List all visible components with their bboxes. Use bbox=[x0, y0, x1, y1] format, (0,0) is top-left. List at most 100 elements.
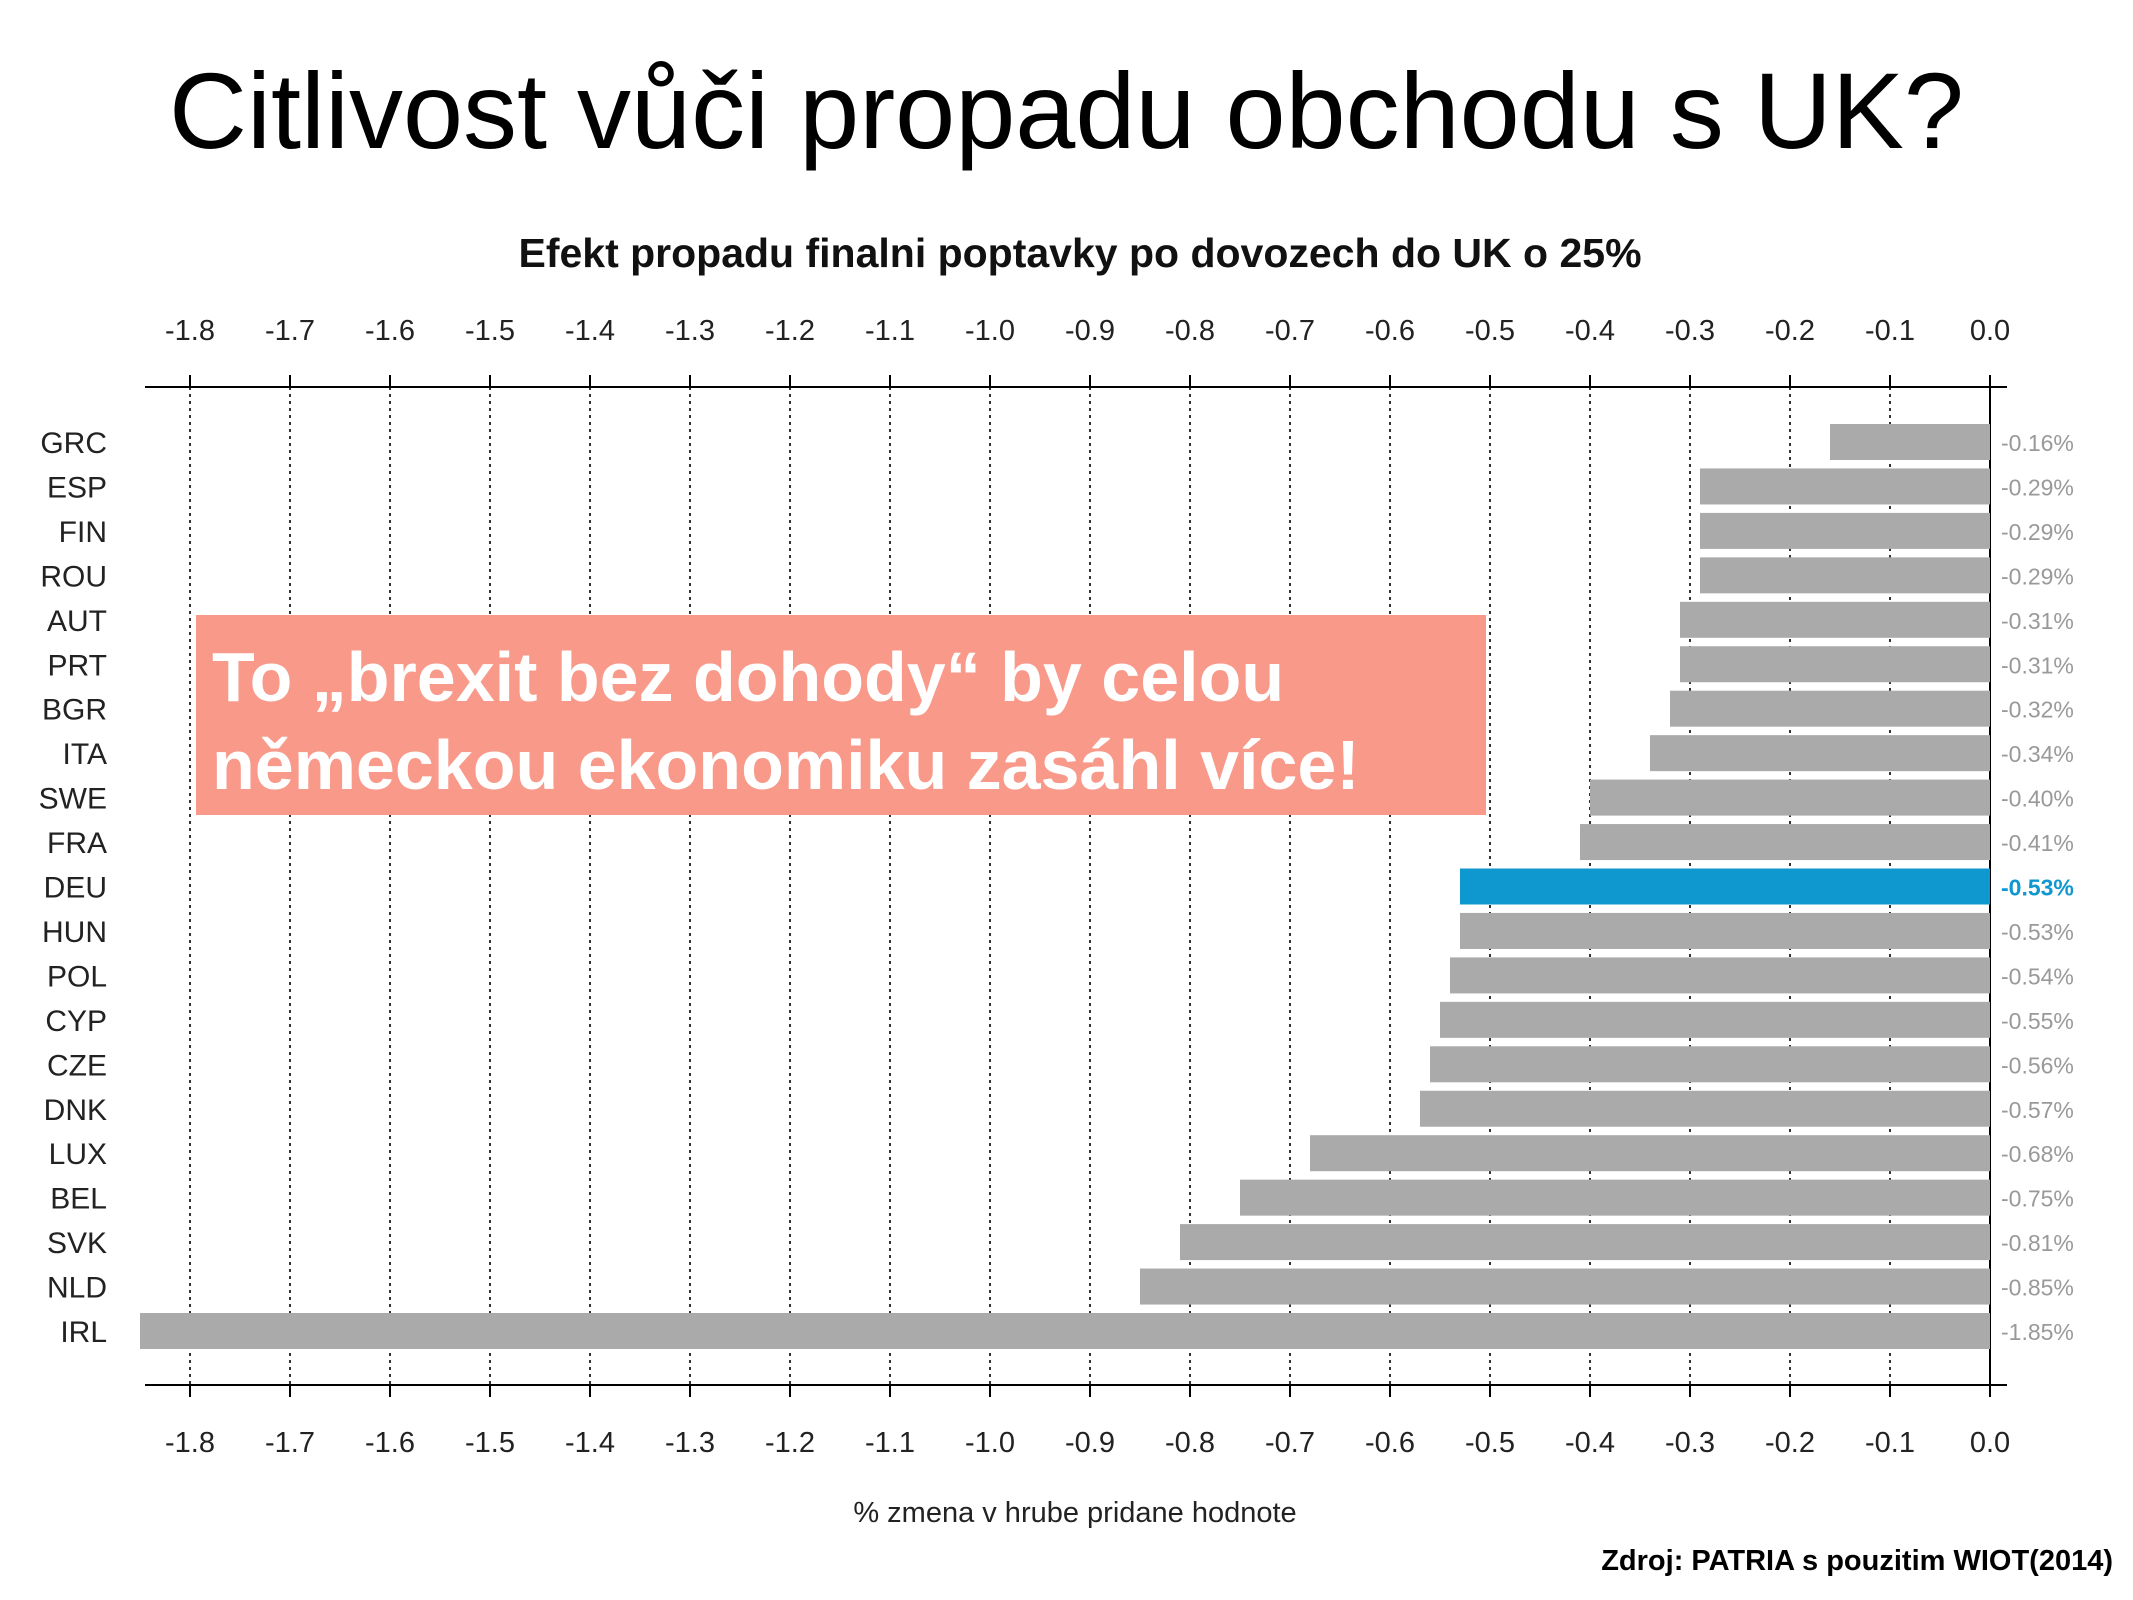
bar bbox=[1460, 912, 1990, 949]
value-label: -0.29% bbox=[2001, 474, 2074, 500]
x-tick-label: -1.4 bbox=[565, 315, 615, 347]
category-label: FIN bbox=[59, 516, 107, 549]
category-label: ESP bbox=[47, 471, 107, 504]
value-label: -0.31% bbox=[2001, 608, 2074, 634]
bar bbox=[1590, 779, 1990, 816]
x-tick-label: -0.5 bbox=[1465, 1427, 1515, 1459]
category-label: PRT bbox=[48, 649, 107, 682]
value-label: -1.85% bbox=[2001, 1319, 2074, 1345]
category-label: IRL bbox=[60, 1316, 107, 1349]
bar bbox=[1240, 1179, 1990, 1216]
x-tick-label: -1.3 bbox=[665, 315, 715, 347]
bar bbox=[1420, 1090, 1990, 1127]
category-label: SVK bbox=[47, 1227, 107, 1260]
x-tick-label: -0.2 bbox=[1765, 315, 1815, 347]
bar bbox=[1140, 1268, 1990, 1305]
x-tick-label: 0.0 bbox=[1970, 1427, 2010, 1459]
category-labels: GRC ESP FIN ROU AUT PRT BGR ITA SWE FRA DEU HUN POL C… bbox=[39, 427, 107, 1349]
category-label: NLD bbox=[47, 1272, 107, 1305]
category-label: ROU bbox=[40, 560, 107, 593]
x-tick-label: -0.9 bbox=[1065, 1427, 1115, 1459]
category-label: DEU bbox=[44, 872, 107, 905]
value-label: -0.54% bbox=[2001, 963, 2074, 989]
x-tick-label: -0.4 bbox=[1565, 315, 1615, 347]
x-tick-label: -0.3 bbox=[1665, 315, 1715, 347]
value-label: -0.56% bbox=[2001, 1052, 2074, 1078]
category-label: HUN bbox=[42, 916, 107, 949]
value-label: -0.31% bbox=[2001, 652, 2074, 678]
x-tick-label: -1.0 bbox=[965, 1427, 1015, 1459]
x-tick-label: -0.3 bbox=[1665, 1427, 1715, 1459]
source-note: Zdroj: PATRIA s pouzitim WIOT(2014) bbox=[1601, 1545, 2113, 1577]
x-tick-label: -1.6 bbox=[365, 315, 415, 347]
value-label: -0.32% bbox=[2001, 697, 2074, 723]
value-label: -0.68% bbox=[2001, 1141, 2074, 1167]
x-tick-label: -0.7 bbox=[1265, 315, 1315, 347]
x-tick-label: -1.5 bbox=[465, 315, 515, 347]
value-label: -0.41% bbox=[2001, 830, 2074, 856]
x-tick-label: -0.6 bbox=[1365, 1427, 1415, 1459]
x-tick-label: -0.4 bbox=[1565, 1427, 1615, 1459]
bar bbox=[140, 1313, 1990, 1349]
x-tick-label: -1.7 bbox=[265, 1427, 315, 1459]
x-tick-label: -1.4 bbox=[565, 1427, 615, 1459]
x-tick-label: -1.5 bbox=[465, 1427, 515, 1459]
value-label: -0.53% bbox=[2001, 875, 2074, 901]
bar bbox=[1180, 1224, 1990, 1261]
x-tick-label: -1.3 bbox=[665, 1427, 715, 1459]
bottom-tick-labels: -1.8 -1.7 -1.6 -1.5 -1.4 -1.3 -1.2 -1.1 -1.0 -0.9… bbox=[165, 1427, 2010, 1459]
value-label: -0.55% bbox=[2001, 1008, 2074, 1034]
value-label: -0.29% bbox=[2001, 519, 2074, 545]
category-label: LUX bbox=[49, 1138, 107, 1171]
category-label: CYP bbox=[45, 1005, 107, 1038]
value-label: -0.81% bbox=[2001, 1230, 2074, 1256]
x-tick-label: -1.6 bbox=[365, 1427, 415, 1459]
page-title: Citlivost vůči propadu obchodu s UK? bbox=[169, 50, 1964, 171]
bar bbox=[1830, 424, 1990, 460]
x-tick-label: -0.5 bbox=[1465, 315, 1515, 347]
x-tick-label: -0.9 bbox=[1065, 315, 1115, 347]
value-label: -0.34% bbox=[2001, 741, 2074, 767]
x-tick-label: 0.0 bbox=[1970, 315, 2010, 347]
x-tick-label: -1.2 bbox=[765, 1427, 815, 1459]
bar bbox=[1310, 1135, 1990, 1172]
bars bbox=[140, 424, 1990, 1349]
value-label: -0.57% bbox=[2001, 1097, 2074, 1123]
x-tick-label: -0.1 bbox=[1865, 1427, 1915, 1459]
category-label: FRA bbox=[47, 827, 107, 860]
category-label: DNK bbox=[44, 1094, 107, 1127]
category-label: BEL bbox=[50, 1183, 107, 1216]
value-label: -0.29% bbox=[2001, 563, 2074, 589]
callout-box: To „brexit bez dohody“ by celou německou… bbox=[196, 615, 1486, 815]
bar bbox=[1680, 646, 1990, 683]
category-label: CZE bbox=[47, 1049, 107, 1082]
x-tick-label: -0.1 bbox=[1865, 315, 1915, 347]
category-label: ITA bbox=[63, 738, 107, 771]
value-label: -0.75% bbox=[2001, 1186, 2074, 1212]
value-labels: -0.16% -0.29% -0.29% -0.29% -0.31% -0.31% -0.3… bbox=[2001, 430, 2074, 1345]
category-label: AUT bbox=[47, 605, 107, 638]
x-tick-label: -1.0 bbox=[965, 315, 1015, 347]
x-tick-label: -0.6 bbox=[1365, 315, 1415, 347]
x-tick-label: -1.8 bbox=[165, 1427, 215, 1459]
callout-line-1: To „brexit bez dohody“ by celou bbox=[212, 638, 1285, 716]
x-tick-label: -0.7 bbox=[1265, 1427, 1315, 1459]
bar bbox=[1450, 957, 1990, 994]
category-label: SWE bbox=[39, 783, 107, 816]
bar bbox=[1430, 1046, 1990, 1083]
chart-title: Efekt propadu finalni poptavky po dovoze… bbox=[518, 230, 1641, 276]
bar-highlight bbox=[1460, 868, 1990, 905]
x-tick-label: -0.8 bbox=[1165, 1427, 1215, 1459]
bar bbox=[1670, 690, 1990, 727]
bar bbox=[1580, 824, 1990, 861]
x-tick-label: -0.8 bbox=[1165, 315, 1215, 347]
x-axis-label: % zmena v hrube pridane hodnote bbox=[853, 1497, 1296, 1529]
x-tick-label: -1.8 bbox=[165, 315, 215, 347]
x-tick-label: -1.1 bbox=[865, 1427, 915, 1459]
category-label: GRC bbox=[40, 427, 107, 460]
x-tick-label: -0.2 bbox=[1765, 1427, 1815, 1459]
x-tick-label: -1.1 bbox=[865, 315, 915, 347]
value-label: -0.40% bbox=[2001, 786, 2074, 812]
callout-line-2: německou ekonomiku zasáhl více! bbox=[212, 726, 1360, 804]
